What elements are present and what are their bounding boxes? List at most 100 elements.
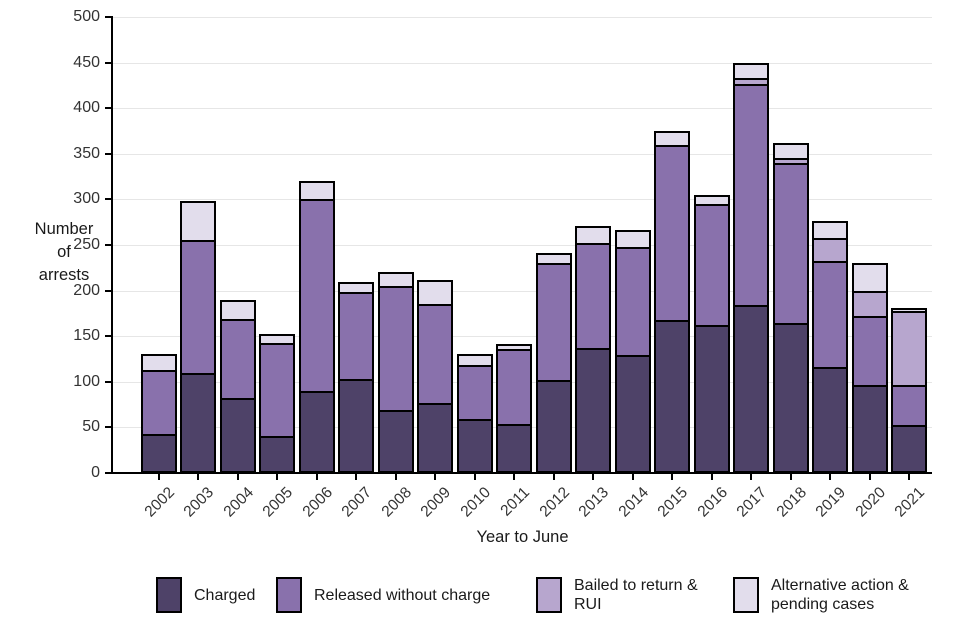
bar-2003-alternative-action-pending-cases: [180, 201, 216, 243]
bar-2011-charged: [496, 423, 532, 473]
bar-2005-charged: [259, 435, 295, 473]
x-tick-2021: [908, 474, 910, 480]
bar-2021-charged: [891, 424, 927, 473]
bar-2005-released-without-charge: [259, 342, 295, 438]
bar-2016-charged: [693, 325, 730, 473]
bar-2019-alternative-action-pending-cases: [812, 221, 848, 240]
x-tick-2017: [750, 474, 752, 480]
legend: Charged Released without charge Bailed to …: [0, 572, 960, 622]
y-tick-label-450: 450: [73, 53, 100, 71]
y-tick-0: [105, 472, 111, 474]
legend-item-alternative-action-pending-cases: Alternative action & pending cases: [733, 572, 909, 618]
bar-2016-alternative-action-pending-cases: [693, 194, 730, 206]
x-tick-2014: [631, 474, 634, 480]
bar-2008-charged: [377, 410, 414, 473]
bar-2012-released-without-charge: [535, 263, 572, 382]
y-axis-line: [111, 16, 113, 474]
y-tick-label-250: 250: [73, 236, 100, 253]
legend-label: Charged: [194, 586, 256, 604]
legend-label: Released without charge: [314, 586, 491, 604]
x-tick-2010: [473, 474, 476, 480]
y-tick-500: [105, 16, 111, 18]
bar-2015-alternative-action-pending-cases: [654, 131, 690, 147]
x-tick-2012: [552, 474, 555, 480]
bar-2010-alternative-action-pending-cases: [456, 354, 493, 368]
bar-2007-alternative-action-pending-cases: [338, 282, 374, 295]
bar-2013-alternative-action-pending-cases: [575, 225, 611, 246]
y-axis-title-line: of: [57, 243, 71, 261]
bar-2002-alternative-action-pending-cases: [140, 354, 177, 372]
x-tick-2004: [236, 474, 239, 480]
bar-2007-released-without-charge: [338, 292, 374, 382]
x-axis-title: Year to June: [476, 528, 569, 546]
bar-2020-bailed-to-return-rui: [851, 290, 888, 319]
legend-swatch-icon: [733, 577, 759, 613]
bar-2004-released-without-charge: [219, 318, 256, 401]
y-axis-title-line: Number: [34, 220, 94, 238]
gridline-200: [113, 290, 932, 292]
legend-swatch-icon: [536, 577, 562, 613]
y-tick-50: [105, 426, 111, 429]
y-axis-title: Number of arrests: [10, 218, 118, 287]
bar-2020-charged: [851, 385, 888, 473]
y-tick-400: [105, 107, 111, 110]
plot-area: [113, 17, 932, 473]
bar-2006-alternative-action-pending-cases: [298, 181, 335, 201]
x-tick-2020: [868, 474, 871, 480]
bar-2008-alternative-action-pending-cases: [377, 272, 414, 289]
x-tick-2008: [394, 474, 397, 480]
bar-2013-charged: [575, 348, 611, 473]
y-tick-label-150: 150: [73, 327, 100, 345]
x-tick-2019: [829, 474, 831, 480]
y-tick-250: [105, 244, 111, 246]
bar-2020-alternative-action-pending-cases: [851, 263, 888, 293]
gridline-500: [113, 17, 932, 18]
y-tick-350: [105, 152, 111, 155]
gridline-450: [113, 62, 932, 64]
legend-label: Alternative action & pending cases: [771, 577, 909, 613]
y-tick-150: [105, 335, 111, 338]
bar-2021-bailed-to-return-rui: [891, 310, 927, 387]
bar-2011-released-without-charge: [496, 348, 532, 426]
bar-2016-released-without-charge: [693, 203, 730, 328]
bar-2013-released-without-charge: [575, 243, 611, 351]
gridline-150: [113, 336, 932, 338]
y-tick-450: [105, 61, 111, 64]
gridline-250: [113, 245, 932, 246]
bar-2007-charged: [338, 379, 374, 473]
y-tick-label-300: 300: [73, 190, 100, 208]
bar-2020-released-without-charge: [851, 316, 888, 388]
bar-2004-alternative-action-pending-cases: [219, 299, 256, 321]
gridline-400: [113, 108, 932, 110]
bar-2018-alternative-action-pending-cases: [772, 142, 809, 161]
y-tick-label-350: 350: [73, 144, 100, 162]
x-tick-2013: [592, 474, 594, 480]
bar-2015-charged: [654, 319, 690, 473]
x-tick-2007: [355, 474, 357, 480]
y-tick-label-400: 400: [73, 99, 100, 117]
y-tick-label-500: 500: [73, 8, 100, 25]
bar-2015-released-without-charge: [654, 144, 690, 322]
y-axis-title-line: arrests: [38, 266, 90, 284]
bar-2009-released-without-charge: [417, 304, 453, 405]
x-tick-2016: [710, 474, 713, 480]
bar-2018-charged: [772, 323, 809, 473]
bar-2019-released-without-charge: [812, 261, 848, 370]
bar-2002-charged: [140, 433, 177, 473]
y-tick-label-200: 200: [73, 281, 100, 299]
bar-2019-bailed-to-return-rui: [812, 237, 848, 264]
legend-item-released-without-charge: Released without charge: [276, 572, 490, 618]
x-tick-2011: [513, 474, 515, 480]
x-tick-2018: [789, 474, 792, 480]
bar-2010-released-without-charge: [456, 365, 493, 422]
x-tick-2009: [434, 474, 436, 480]
y-tick-label-0: 0: [91, 464, 100, 481]
y-tick-200: [105, 289, 111, 292]
legend-swatch-icon: [276, 577, 302, 613]
gridline-300: [113, 199, 932, 201]
bar-2018-released-without-charge: [772, 162, 809, 326]
x-tick-2003: [197, 474, 199, 480]
bar-2006-charged: [298, 390, 335, 473]
bar-2005-alternative-action-pending-cases: [259, 334, 295, 345]
